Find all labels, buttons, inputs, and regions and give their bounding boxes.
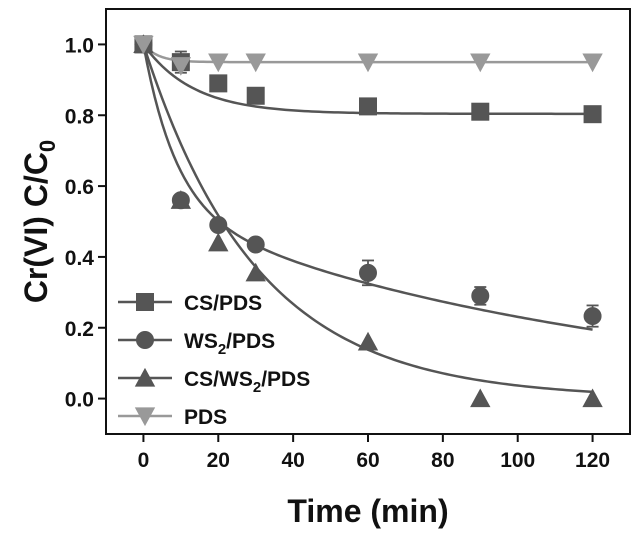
data-point — [359, 263, 377, 282]
y-axis-title-main: Cr(VI) C/C — [18, 152, 54, 303]
legend-label-subscript: 2 — [253, 379, 261, 396]
x-tick-label: 60 — [356, 449, 379, 472]
legend-marker — [136, 331, 154, 349]
data-point — [582, 388, 603, 408]
y-tick-label: 0.8 — [65, 105, 95, 128]
data-point — [209, 216, 228, 235]
legend-marker — [134, 367, 156, 387]
x-tick-label: 40 — [281, 449, 304, 472]
data-point — [209, 74, 228, 93]
data-point — [583, 105, 602, 124]
y-tick-label: 0.2 — [65, 318, 94, 341]
data-point — [170, 57, 192, 76]
data-point — [582, 53, 603, 73]
legend-label: CS/WS2/PDS — [184, 368, 310, 396]
y-tick-label: 0.0 — [65, 389, 94, 412]
errorbars-layer — [174, 50, 599, 328]
x-tick-label: 80 — [431, 449, 454, 472]
y-axis-title: Cr(VI) C/C0 — [18, 140, 60, 303]
data-point — [208, 232, 229, 252]
legend-label-text: /PDS — [226, 330, 275, 353]
x-axis-ticks: 0 20 40 60 80 100 120 — [138, 434, 610, 472]
data-point — [246, 235, 265, 254]
legend-label-text: CS/PDS — [184, 292, 262, 315]
legend-label-text: /PDS — [261, 368, 310, 391]
data-point — [245, 53, 266, 73]
data-point — [470, 388, 491, 408]
y-tick-label: 0.4 — [65, 247, 95, 270]
y-axis-ticks: 0.0 0.2 0.4 0.6 0.8 1.0 — [65, 34, 106, 412]
x-tick-label: 100 — [500, 449, 535, 472]
x-tick-label: 20 — [207, 449, 230, 472]
legend-marker — [136, 293, 154, 311]
legend-marker — [134, 407, 156, 427]
data-point — [357, 53, 379, 73]
data-point — [471, 286, 490, 305]
data-point — [170, 190, 192, 209]
legend-label-subscript: 2 — [218, 341, 226, 358]
data-point — [208, 53, 229, 73]
x-axis-title: Time (min) — [287, 493, 448, 529]
data-point — [359, 97, 377, 116]
data-point — [470, 53, 491, 73]
x-tick-label: 120 — [575, 449, 610, 472]
legend-label: CS/PDS — [184, 292, 262, 315]
legend-label: WS2/PDS — [184, 330, 275, 358]
data-point — [133, 35, 154, 55]
y-tick-label: 0.6 — [65, 176, 94, 199]
legend-label-text: PDS — [184, 406, 227, 429]
data-point — [246, 86, 265, 105]
y-axis-title-sub: 0 — [35, 140, 60, 152]
data-point — [583, 307, 602, 326]
data-point — [471, 102, 490, 121]
markers-layer — [133, 34, 603, 408]
data-point — [357, 331, 379, 351]
y-tick-label: 1.0 — [65, 34, 94, 57]
legend-label-text: CS/WS — [184, 368, 253, 391]
data-point — [245, 262, 266, 282]
legend-label: PDS — [184, 406, 227, 429]
legend-label-text: WS — [184, 330, 218, 353]
x-tick-label: 0 — [138, 449, 150, 472]
